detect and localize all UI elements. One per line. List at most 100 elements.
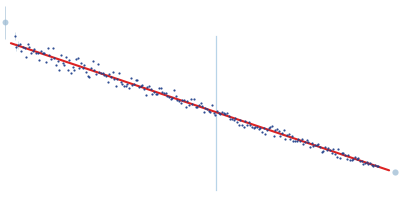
Point: [372, 164, 378, 167]
Point: [64, 68, 71, 71]
Point: [181, 98, 187, 102]
Point: [109, 71, 116, 74]
Point: [289, 135, 295, 138]
Point: [41, 52, 48, 55]
Point: [230, 118, 237, 121]
Point: [98, 71, 104, 75]
Point: [342, 154, 348, 157]
Point: [103, 75, 109, 78]
Point: [189, 102, 196, 105]
Point: [269, 125, 275, 128]
Point: [272, 128, 278, 132]
Point: [84, 75, 91, 78]
Point: [314, 144, 320, 147]
Point: [287, 137, 293, 140]
Point: [260, 127, 267, 130]
Point: [21, 46, 28, 49]
Point: [169, 96, 176, 99]
Point: [148, 87, 154, 90]
Point: [335, 147, 342, 151]
Point: [256, 127, 262, 130]
Point: [159, 90, 166, 93]
Point: [196, 104, 202, 107]
Point: [56, 68, 62, 72]
Point: [234, 121, 240, 124]
Point: [324, 148, 330, 152]
Point: [58, 54, 64, 57]
Point: [74, 56, 81, 59]
Point: [139, 83, 146, 86]
Point: [142, 94, 149, 97]
Point: [224, 111, 230, 115]
Point: [325, 146, 332, 149]
Point: [299, 137, 305, 140]
Point: [158, 86, 164, 90]
Point: [352, 156, 358, 159]
Point: [164, 94, 170, 97]
Point: [121, 84, 127, 88]
Point: [48, 57, 54, 60]
Point: [239, 123, 245, 126]
Point: [94, 63, 101, 66]
Point: [337, 156, 343, 159]
Point: [191, 97, 197, 101]
Point: [43, 61, 49, 64]
Point: [360, 162, 366, 165]
Point: [265, 126, 272, 130]
Point: [362, 161, 368, 164]
Point: [131, 83, 137, 86]
Point: [154, 92, 160, 95]
Point: [310, 144, 317, 148]
Point: [246, 120, 252, 123]
Point: [194, 105, 200, 108]
Point: [177, 102, 184, 105]
Point: [119, 83, 126, 86]
Point: [78, 61, 84, 65]
Point: [327, 148, 333, 152]
Point: [207, 111, 214, 114]
Point: [187, 97, 194, 100]
Point: [274, 128, 280, 131]
Point: [334, 155, 340, 159]
Point: [26, 45, 33, 48]
Point: [25, 42, 31, 46]
Point: [304, 139, 310, 142]
Point: [138, 84, 144, 87]
Point: [285, 132, 292, 135]
Point: [36, 58, 43, 61]
Point: [88, 67, 94, 70]
Point: [197, 102, 204, 105]
Point: [46, 54, 53, 57]
Point: [23, 55, 29, 59]
Point: [179, 98, 186, 101]
Point: [20, 46, 26, 49]
Point: [220, 112, 227, 115]
Point: [222, 113, 229, 116]
Point: [38, 49, 44, 52]
Point: [53, 63, 59, 67]
Point: [216, 111, 222, 114]
Point: [89, 59, 96, 63]
Point: [156, 87, 162, 90]
Point: [229, 117, 235, 120]
Point: [151, 90, 157, 94]
Point: [116, 71, 122, 74]
Point: [114, 78, 121, 81]
Point: [101, 74, 108, 77]
Point: [370, 164, 376, 168]
Point: [267, 126, 274, 129]
Point: [219, 110, 225, 113]
Point: [270, 134, 277, 137]
Point: [106, 73, 112, 76]
Point: [86, 76, 92, 79]
Point: [214, 109, 220, 112]
Point: [257, 126, 264, 129]
Point: [294, 140, 300, 143]
Point: [237, 118, 244, 122]
Point: [363, 160, 370, 163]
Point: [302, 141, 308, 144]
Point: [128, 76, 134, 79]
Point: [172, 94, 179, 97]
Point: [168, 98, 174, 101]
Point: [201, 110, 207, 114]
